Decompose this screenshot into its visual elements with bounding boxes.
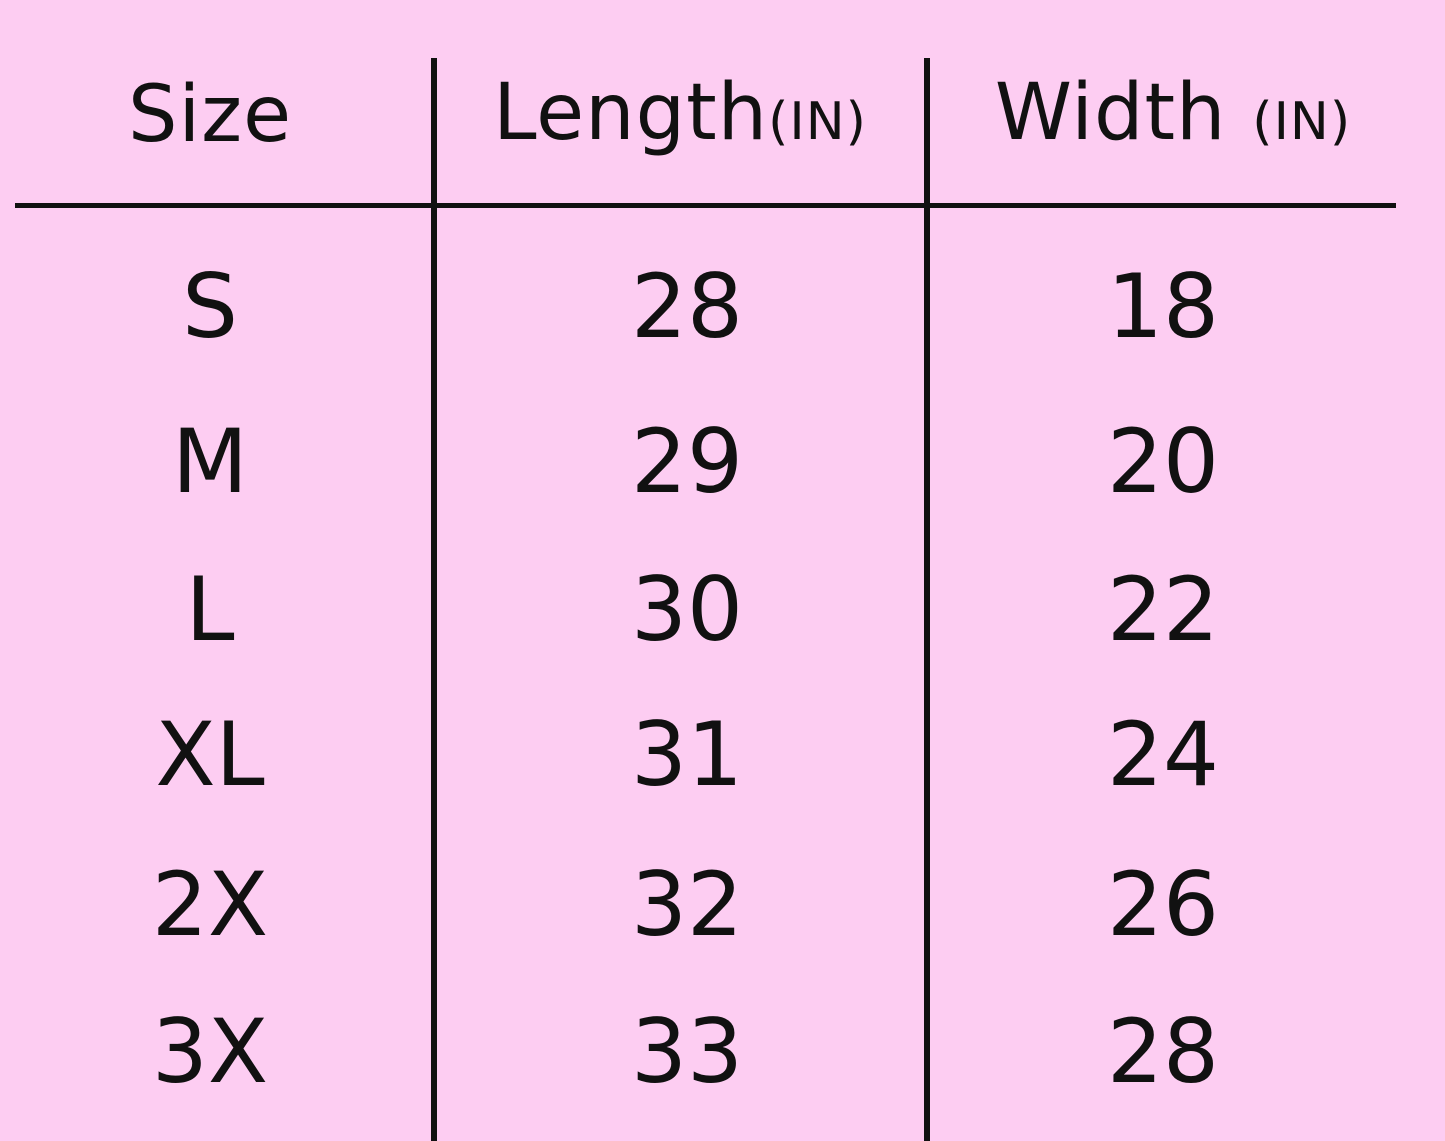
length-cell: 31 bbox=[631, 703, 743, 806]
header-width: Width (IN) bbox=[995, 74, 1351, 152]
width-cell: 18 bbox=[1107, 255, 1219, 358]
size-cell: S bbox=[182, 255, 238, 358]
width-cell: 22 bbox=[1107, 558, 1219, 661]
size-cell: M bbox=[172, 410, 248, 513]
size-cell: L bbox=[185, 558, 235, 661]
length-cell: 33 bbox=[631, 1000, 743, 1103]
header-unit: (IN) bbox=[768, 92, 867, 152]
header-length: Length(IN) bbox=[493, 74, 867, 152]
length-cell: 28 bbox=[631, 255, 743, 358]
size-cell: XL bbox=[155, 703, 265, 806]
length-cell: 30 bbox=[631, 558, 743, 661]
header-label: Size bbox=[127, 70, 293, 160]
column-divider bbox=[924, 58, 930, 1141]
width-cell: 20 bbox=[1107, 410, 1219, 513]
header-unit: (IN) bbox=[1252, 92, 1352, 152]
length-cell: 32 bbox=[631, 853, 743, 956]
width-cell: 26 bbox=[1107, 853, 1219, 956]
header-label: Width bbox=[994, 68, 1227, 158]
width-cell: 24 bbox=[1107, 703, 1219, 806]
size-cell: 2X bbox=[151, 853, 269, 956]
header-label: Length bbox=[493, 68, 769, 158]
column-divider bbox=[431, 58, 437, 1141]
header-size: Size bbox=[128, 76, 292, 154]
size-cell: 3X bbox=[151, 1000, 269, 1103]
width-cell: 28 bbox=[1107, 1000, 1219, 1103]
length-cell: 29 bbox=[631, 410, 743, 513]
header-divider bbox=[15, 203, 1396, 208]
